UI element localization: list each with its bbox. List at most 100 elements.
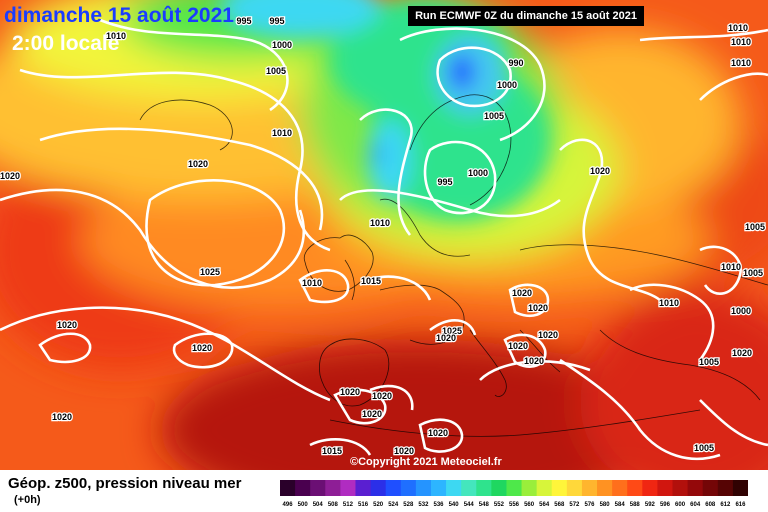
scale-swatch-540 (446, 480, 462, 496)
geopotential-field (0, 0, 768, 470)
isobar-1020-italy-n-label: 1020 (436, 333, 456, 343)
scale-swatch-568 (551, 480, 568, 496)
scale-swatch-544 (461, 480, 477, 496)
isobar-1010-east-label: 1010 (721, 262, 741, 272)
scale-swatch-528 (400, 480, 417, 496)
isobar-1005-turkey-label: 1005 (694, 443, 714, 453)
scale-swatch-608 (702, 480, 719, 496)
scale-swatch-556 (506, 480, 523, 496)
isobar-1025-alps-label: 1025 (442, 326, 462, 336)
scale-label-596: 596 (660, 502, 671, 508)
isobar-1020-hungary-label: 1020 (528, 303, 548, 313)
scale-swatch-584 (612, 480, 628, 496)
scale-swatch-588 (627, 480, 643, 496)
scale-label-612: 612 (720, 502, 731, 508)
isobar-1015-uk-label: 1015 (361, 276, 381, 286)
scale-label-544: 544 (464, 502, 475, 508)
scale-swatch-516 (355, 480, 372, 496)
isobar-995-baltic-label: 995 (437, 177, 452, 187)
scale-swatch-612 (717, 480, 734, 496)
scale-label-524: 524 (388, 502, 399, 508)
scale-swatch-504 (310, 480, 326, 496)
scale-label-500: 500 (298, 502, 309, 508)
isobar-1025-azores-label: 1025 (200, 267, 220, 277)
scale-swatch-616 (732, 480, 748, 496)
scale-label-584: 584 (615, 502, 626, 508)
isobar-1010-nw-label: 1010 (106, 31, 126, 41)
scale-swatch-520 (370, 480, 387, 496)
isobar-1020-spain-a-label: 1020 (340, 387, 360, 397)
scale-label-516: 516 (358, 502, 369, 508)
isobar-995-north-b-label: 995 (269, 16, 284, 26)
scale-swatch-496 (280, 480, 296, 496)
coastlines (139, 94, 768, 437)
scale-label-580: 580 (600, 502, 611, 508)
isobars (0, 18, 768, 461)
isobar-1020-balkans-label: 1020 (538, 330, 558, 340)
isobar-1005-east-label: 1005 (699, 357, 719, 367)
scale-swatch-560 (521, 480, 538, 496)
isobar-1020-mediterranean-label: 1020 (394, 446, 414, 456)
isobar-1010-northsea-label: 1010 (370, 218, 390, 228)
scale-label-532: 532 (418, 502, 429, 508)
scale-swatch-564 (536, 480, 553, 496)
scale-label-608: 608 (705, 502, 716, 508)
scale-label-552: 552 (494, 502, 505, 508)
scale-swatch-592 (642, 480, 658, 496)
scale-label-496: 496 (283, 502, 294, 508)
scale-swatch-600 (672, 480, 689, 496)
isobar-1005-mideast-label: 1005 (745, 222, 765, 232)
scale-label-528: 528 (403, 502, 414, 508)
scale-swatch-512 (340, 480, 356, 496)
scale-swatch-552 (491, 480, 507, 496)
isobar-1005-scandinavia-label: 1005 (484, 111, 504, 121)
scale-label-604: 604 (690, 502, 701, 508)
isobar-1020-spain-b-label: 1020 (372, 391, 392, 401)
scale-label-536: 536 (434, 502, 445, 508)
scale-swatch-572 (566, 480, 583, 496)
scale-label-588: 588 (630, 502, 641, 508)
scale-label-556: 556 (509, 502, 520, 508)
isobar-1010-ukraine-label: 1010 (659, 298, 679, 308)
scale-label-616: 616 (735, 502, 746, 508)
isobar-1000-scandinavia-label: 1000 (497, 80, 517, 90)
scale-label-548: 548 (479, 502, 490, 508)
scale-label-568: 568 (554, 502, 565, 508)
scale-swatch-596 (657, 480, 674, 496)
isobar-1000-north-label: 1000 (272, 40, 292, 50)
isobar-1015-africa-label: 1015 (322, 446, 342, 456)
isobar-1020-russia-b-label: 1020 (732, 348, 752, 358)
scale-label-564: 564 (539, 502, 550, 508)
scale-swatch-500 (295, 480, 311, 496)
isobar-1020-adriatic-label: 1020 (524, 356, 544, 366)
scale-label-576: 576 (584, 502, 595, 508)
scale-label-600: 600 (675, 502, 686, 508)
isobar-1020-russia-label: 1020 (590, 166, 610, 176)
isobar-1020-africa-label: 1020 (428, 428, 448, 438)
isobar-995-north-a-label: 995 (236, 16, 251, 26)
scale-swatch-536 (430, 480, 447, 496)
isobar-1010-ireland-label: 1010 (302, 278, 322, 288)
isobar-990-scandinavia-label: 990 (508, 58, 523, 68)
scale-label-572: 572 (569, 502, 580, 508)
isobar-1020-west-label: 1020 (52, 412, 72, 422)
model-run-label: Run ECMWF 0Z du dimanche 15 août 2021 (408, 6, 644, 26)
isobar-1010-ne-a-label: 1010 (731, 37, 751, 47)
isobar-1000-east-label: 1000 (731, 306, 751, 316)
scale-label-508: 508 (328, 502, 339, 508)
legend-title: Géop. z500, pression niveau mer (8, 475, 242, 492)
scale-swatch-604 (687, 480, 704, 496)
isobar-1020-italy-label: 1020 (508, 341, 528, 351)
isobar-1020-atlantic-w-label: 1020 (0, 171, 20, 181)
scale-label-592: 592 (645, 502, 656, 508)
isobar-1020-sw-label: 1020 (57, 320, 77, 330)
color-scale: 496 500 504 508 512 516 520 524 528 532 536 540 544 5… (280, 480, 748, 508)
forecast-local-time: 2:00 locale (12, 32, 120, 55)
isobar-1020-iberia-w-label: 1020 (192, 343, 212, 353)
legend-panel: Géop. z500, pression niveau mer (+0h) 49… (0, 470, 768, 512)
isobar-1000-baltic-label: 1000 (468, 168, 488, 178)
scale-swatch-508 (325, 480, 341, 496)
scale-swatch-580 (597, 480, 613, 496)
